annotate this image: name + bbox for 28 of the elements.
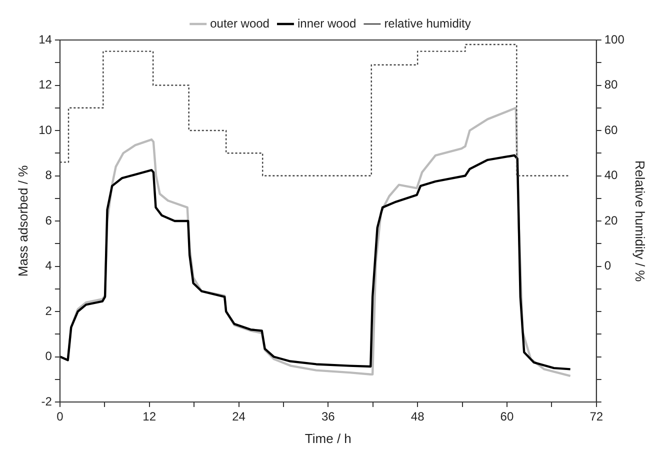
x-tick-label: 60 — [500, 410, 514, 424]
y-tick-label: 8 — [45, 168, 52, 182]
y2-tick-label: 20 — [604, 213, 618, 228]
y-tick-label: 6 — [45, 213, 52, 228]
y-tick-label: 10 — [38, 122, 52, 137]
x-tick-label: 36 — [321, 410, 336, 424]
legend-label: inner wood — [297, 16, 356, 30]
x-tick-label: 12 — [142, 410, 156, 424]
y-tick-label: -2 — [41, 394, 52, 408]
x-tick-label: 0 — [56, 410, 64, 424]
y-tick-label: 4 — [45, 258, 52, 273]
legend-label: relative humidity — [384, 16, 471, 30]
x-tick-label: 24 — [232, 410, 246, 424]
y2-tick-label: 40 — [604, 168, 618, 182]
y-axis-title: Mass adsorbed / % — [15, 164, 30, 277]
y2-tick-label: 0 — [604, 258, 612, 273]
y-tick-label: 12 — [38, 78, 52, 92]
x-tick-label: 72 — [590, 410, 604, 424]
y2-tick-label: 60 — [604, 122, 618, 137]
y2-axis-title: Relative humidity / % — [632, 160, 648, 282]
y2-tick-label: 100 — [604, 32, 625, 46]
legend-label: outer wood — [210, 16, 270, 30]
x-axis-title: Time / h — [304, 430, 352, 446]
y-tick-label: 0 — [45, 349, 52, 364]
y-tick-label: 2 — [45, 304, 52, 318]
y2-tick-label: 80 — [604, 78, 618, 92]
y-tick-label: 14 — [38, 32, 52, 46]
x-tick-label: 48 — [410, 410, 425, 424]
